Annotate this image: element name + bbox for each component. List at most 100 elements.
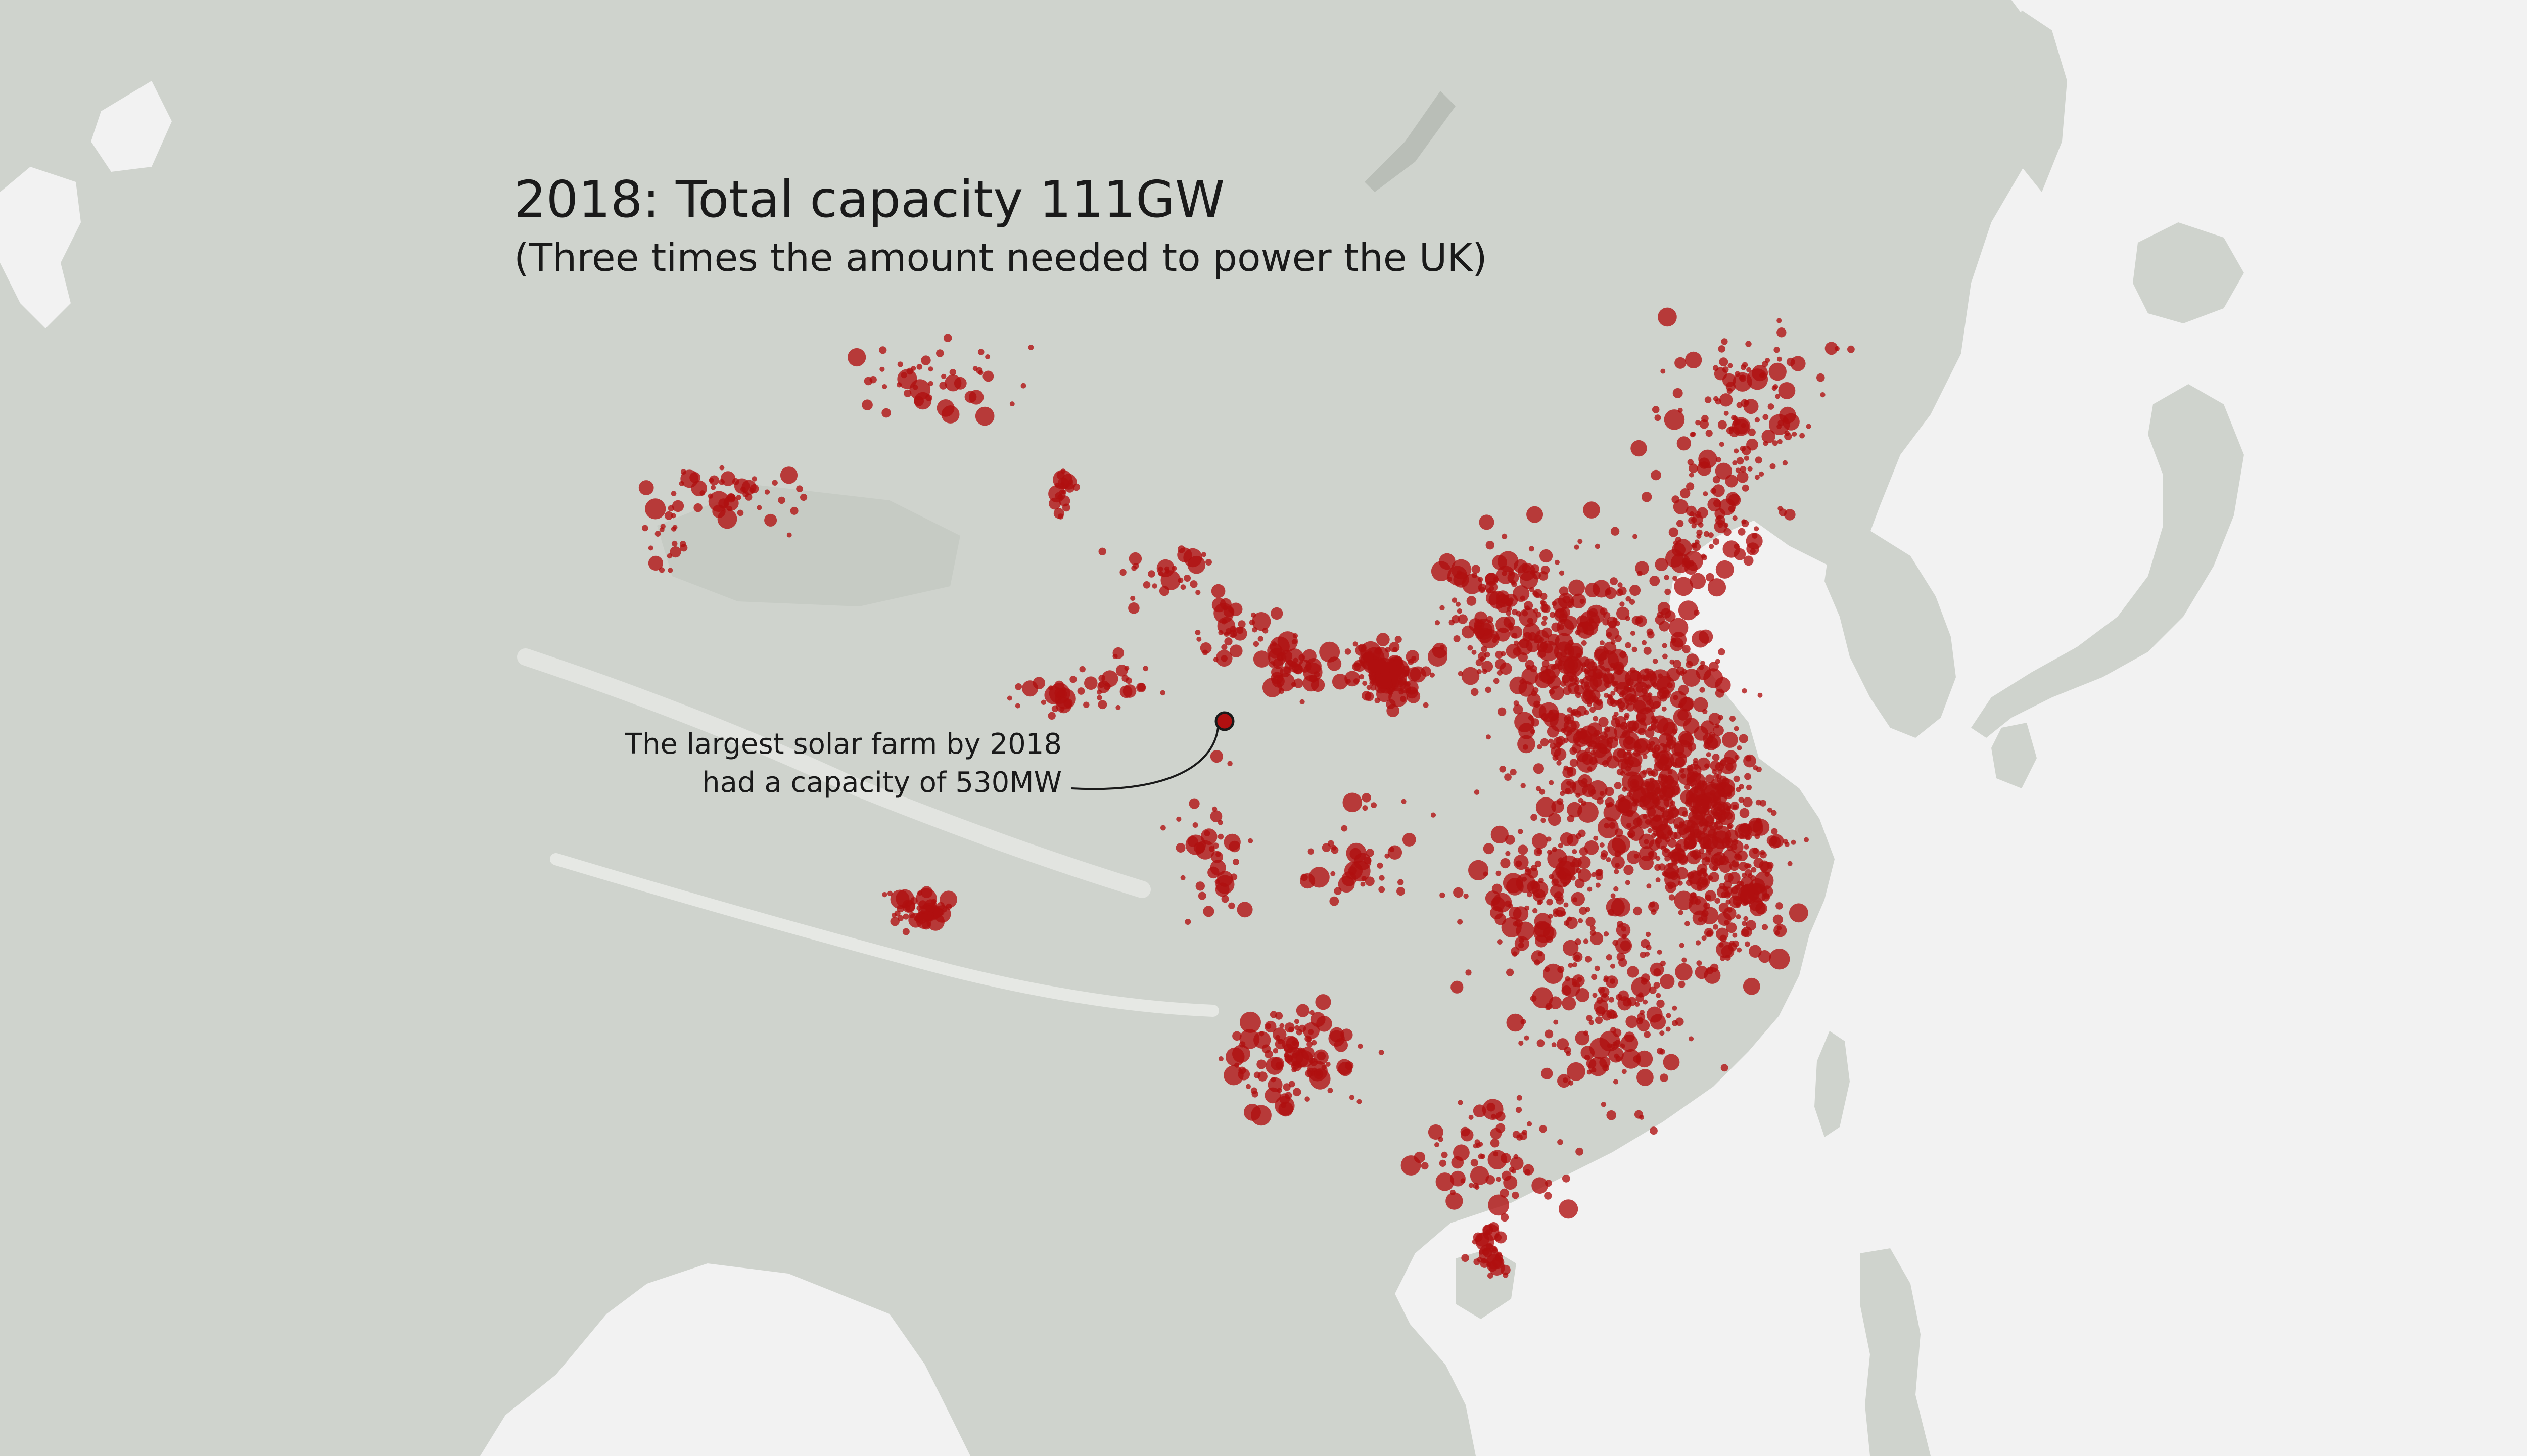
solar-farm-dot xyxy=(778,496,785,504)
mainland-asia-landmass xyxy=(0,0,2052,1456)
solar-farm-dot xyxy=(1746,533,1763,550)
solar-farm-dot xyxy=(1649,902,1655,908)
solar-farm-dot xyxy=(1642,754,1648,759)
solar-farm-dot xyxy=(1536,1039,1545,1047)
solar-farm-dot xyxy=(1511,632,1518,639)
solar-farm-dot xyxy=(642,525,648,532)
solar-farm-dot xyxy=(1594,965,1600,971)
solar-farm-dot xyxy=(1710,790,1716,796)
solar-farm-dot xyxy=(1470,1159,1478,1167)
map-subtitle: (Three times the amount needed to power … xyxy=(514,235,1487,280)
solar-farm-dot xyxy=(1746,784,1752,790)
solar-farm-dot xyxy=(1519,607,1538,627)
solar-farm-dot xyxy=(1212,806,1218,812)
solar-farm-dot xyxy=(1577,856,1591,869)
solar-farm-dot xyxy=(1776,356,1782,362)
solar-farm-dot xyxy=(1577,802,1599,823)
solar-farm-dot xyxy=(1559,586,1569,596)
solar-farm-dot xyxy=(1541,660,1550,668)
solar-farm-dot xyxy=(1344,671,1361,687)
solar-farm-dot xyxy=(1678,684,1689,695)
solar-farm-dot xyxy=(1513,906,1529,922)
solar-farm-dot xyxy=(940,890,957,908)
solar-farm-dot xyxy=(1719,357,1728,367)
solar-farm-dot xyxy=(1611,897,1630,917)
solar-farm-dot xyxy=(1632,801,1637,807)
solar-farm-dot xyxy=(1736,457,1744,465)
solar-farm-dot xyxy=(914,396,924,406)
solar-farm-dot xyxy=(1733,775,1740,782)
solar-farm-dot xyxy=(1732,804,1738,810)
solar-farm-dot xyxy=(1369,674,1376,681)
solar-farm-dot xyxy=(1271,607,1283,620)
solar-farm-dot xyxy=(1279,1023,1285,1028)
solar-farm-dot xyxy=(1538,571,1549,581)
solar-farm-dot xyxy=(719,465,725,471)
solar-farm-dot xyxy=(1306,1041,1313,1048)
solar-farm-dot xyxy=(1128,602,1140,614)
solar-farm-dot xyxy=(1613,1079,1619,1085)
solar-farm-dot xyxy=(1248,838,1253,843)
solar-farm-dot xyxy=(1645,931,1651,937)
solar-farm-dot xyxy=(1729,716,1736,722)
solar-farm-dot xyxy=(1452,597,1458,603)
solar-farm-dot xyxy=(1701,553,1706,559)
solar-farm-dot xyxy=(1639,846,1654,861)
solar-farm-dot xyxy=(1675,843,1682,851)
solar-farm-dot xyxy=(1723,528,1732,536)
solar-farm-dot xyxy=(1581,778,1588,785)
solar-farm-dot xyxy=(1689,772,1706,789)
solar-farm-dot xyxy=(1656,750,1670,765)
solar-farm-dot xyxy=(902,928,910,935)
solar-farm-dot xyxy=(1478,629,1485,635)
solar-farm-dot xyxy=(1610,893,1616,899)
solar-farm-dot xyxy=(1704,396,1712,403)
solar-farm-dot xyxy=(1631,646,1637,652)
solar-farm-dot xyxy=(1051,705,1059,713)
solar-farm-dot xyxy=(1054,483,1060,488)
solar-farm-dot xyxy=(1737,881,1742,886)
solar-farm-dot xyxy=(1098,675,1106,682)
solar-farm-dot xyxy=(709,475,720,486)
solar-farm-dot xyxy=(1551,1042,1557,1048)
solar-farm-dot xyxy=(1737,947,1742,953)
solar-farm-dot xyxy=(1618,958,1627,967)
solar-farm-dot xyxy=(1725,475,1738,488)
solar-farm-dot xyxy=(1580,1046,1595,1060)
solar-farm-dot xyxy=(1283,666,1291,674)
solar-farm-dot xyxy=(1172,566,1177,571)
solar-farm-dot xyxy=(1293,678,1303,688)
solar-farm-dot xyxy=(1589,707,1596,713)
solar-farm-dot xyxy=(1563,902,1569,908)
solar-farm-dot xyxy=(1338,876,1355,893)
solar-farm-dot xyxy=(1528,546,1534,552)
solar-farm-dot xyxy=(1656,676,1675,695)
solar-farm-dot xyxy=(1689,463,1698,473)
solar-farm-dot xyxy=(1271,1077,1276,1083)
solar-farm-dot xyxy=(1656,824,1671,839)
solar-farm-dot xyxy=(1277,1039,1283,1045)
solar-farm-dot xyxy=(941,373,947,379)
solar-farm-dot xyxy=(1453,635,1461,642)
map-title: 2018: Total capacity 111GW xyxy=(514,170,1225,229)
solar-farm-dot xyxy=(945,374,962,392)
solar-farm-dot xyxy=(1539,1125,1547,1133)
solar-farm-dot xyxy=(1715,462,1732,480)
sakhalin-island xyxy=(2011,10,2067,192)
solar-farm-dot xyxy=(916,364,923,370)
solar-farm-dot xyxy=(1678,600,1698,621)
solar-farm-dot xyxy=(1720,1064,1728,1072)
solar-farm-dot xyxy=(1659,1030,1665,1036)
solar-farm-dot xyxy=(1713,725,1724,736)
solar-farm-dot xyxy=(1613,886,1619,892)
solar-farm-dot xyxy=(1253,641,1259,647)
solar-farm-dot xyxy=(699,490,705,496)
solar-farm-dot xyxy=(1478,1153,1484,1159)
solar-farm-dot xyxy=(1160,825,1166,831)
solar-farm-dot xyxy=(1682,645,1691,653)
solar-farm-dot xyxy=(1713,365,1719,371)
solar-farm-dot xyxy=(1775,394,1781,399)
solar-farm-dot xyxy=(1238,620,1246,628)
solar-farm-dot xyxy=(1495,870,1502,876)
solar-farm-dot xyxy=(1783,417,1788,423)
